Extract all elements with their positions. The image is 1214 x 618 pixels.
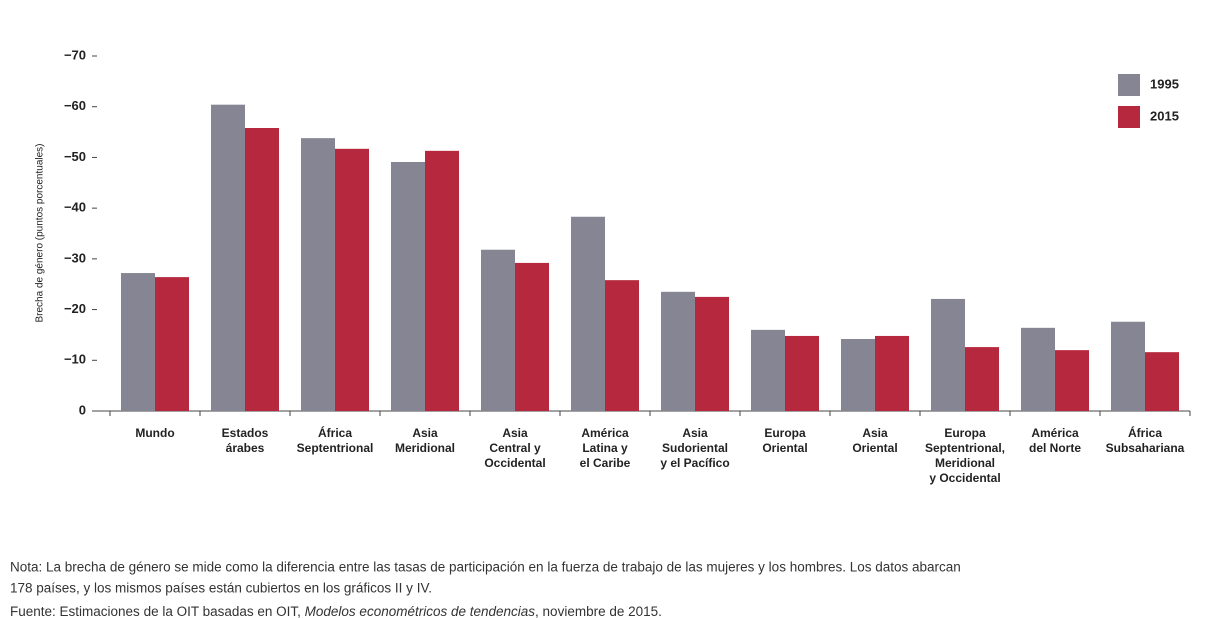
x-tick-label: Oriental <box>852 441 897 455</box>
x-tick-label: Septentrional, <box>925 441 1005 455</box>
bar <box>751 329 785 411</box>
note-line: 178 países, y los mismos países están cu… <box>10 581 432 596</box>
bar <box>965 347 999 411</box>
x-tick-label: el Caribe <box>580 456 631 470</box>
y-tick-label: −20 <box>64 301 86 316</box>
bar <box>931 298 965 411</box>
bar <box>211 104 245 411</box>
bar <box>1021 327 1055 411</box>
bar <box>121 273 155 411</box>
bar <box>875 335 909 411</box>
y-tick-label: −10 <box>64 352 86 367</box>
x-tick-label: Asia <box>412 426 438 440</box>
bar <box>1055 350 1089 411</box>
x-tick-label: Central y <box>489 441 541 455</box>
x-tick-label: Meridional <box>395 441 455 455</box>
y-axis-label: Brecha de género (puntos porcentuales) <box>35 143 46 322</box>
source: Fuente: Estimaciones de la OIT basadas e… <box>10 604 662 618</box>
bar <box>515 262 549 411</box>
legend-label: 1995 <box>1150 76 1179 91</box>
bar <box>245 128 279 411</box>
bar <box>785 335 819 411</box>
y-tick-label: 0 <box>79 402 86 417</box>
x-tick-label: Subsahariana <box>1106 441 1185 455</box>
bar <box>1145 352 1179 411</box>
source-prefix: Fuente: Estimaciones de la OIT basadas e… <box>10 604 305 618</box>
y-tick-label: −60 <box>64 98 86 113</box>
x-tick-label: África <box>318 425 352 440</box>
x-tick-label: árabes <box>226 441 265 455</box>
x-tick-label: Oriental <box>762 441 807 455</box>
legend-swatch <box>1118 106 1140 128</box>
x-tick-label: América <box>581 426 629 440</box>
y-tick-label: −70 <box>64 47 86 62</box>
x-tick-label: del Norte <box>1029 441 1081 455</box>
bar <box>661 291 695 411</box>
bar <box>841 338 875 411</box>
x-tick-label: Meridional <box>935 456 995 470</box>
x-tick-label: Asia <box>862 426 888 440</box>
y-tick-label: −50 <box>64 149 86 164</box>
x-tick-label: Europa <box>944 426 986 440</box>
x-tick-label: Asia <box>682 426 708 440</box>
x-tick-label: y el Pacífico <box>660 456 729 470</box>
x-tick-label: Europa <box>764 426 806 440</box>
x-tick-label: Asia <box>502 426 528 440</box>
note-line: Nota: La brecha de género se mide como l… <box>10 560 961 575</box>
x-tick-label: África <box>1128 425 1162 440</box>
x-tick-label: y Occidental <box>929 471 1000 485</box>
y-tick-label: −40 <box>64 200 86 215</box>
x-tick-label: Sudoriental <box>662 441 728 455</box>
bar <box>605 280 639 411</box>
legend-swatch <box>1118 74 1140 96</box>
x-tick-label: Occidental <box>484 456 545 470</box>
bar <box>695 296 729 411</box>
bar <box>571 216 605 411</box>
bar <box>425 150 459 412</box>
bar <box>335 148 369 412</box>
legend-label: 2015 <box>1150 108 1179 123</box>
x-tick-label: Latina y <box>582 441 628 455</box>
bar <box>1111 321 1145 411</box>
x-tick-label: Septentrional <box>297 441 374 455</box>
y-tick-label: −30 <box>64 250 86 265</box>
x-tick-label: Estados <box>222 426 269 440</box>
x-tick-label: Mundo <box>135 426 174 440</box>
bar <box>155 277 189 411</box>
source-suffix: , noviembre de 2015. <box>535 604 662 618</box>
bar <box>481 249 515 411</box>
x-tick-label: América <box>1031 426 1079 440</box>
source-title: Modelos econométricos de tendencias <box>305 604 536 618</box>
bar <box>301 138 335 411</box>
bar <box>391 161 425 411</box>
